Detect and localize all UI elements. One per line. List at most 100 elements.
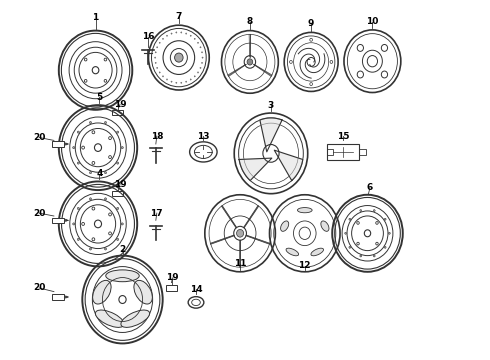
Text: 12: 12 xyxy=(298,261,311,270)
Ellipse shape xyxy=(194,38,196,40)
Ellipse shape xyxy=(197,72,198,73)
Ellipse shape xyxy=(201,62,203,63)
Ellipse shape xyxy=(104,198,106,200)
Ellipse shape xyxy=(281,221,289,231)
Text: 13: 13 xyxy=(197,132,210,140)
Ellipse shape xyxy=(244,56,256,68)
Ellipse shape xyxy=(349,246,351,248)
Text: 1: 1 xyxy=(93,13,98,22)
FancyBboxPatch shape xyxy=(166,285,177,291)
Ellipse shape xyxy=(200,67,201,68)
Ellipse shape xyxy=(93,280,111,304)
Ellipse shape xyxy=(104,58,107,61)
Text: 10: 10 xyxy=(366,17,379,26)
Ellipse shape xyxy=(92,162,95,165)
Ellipse shape xyxy=(121,310,149,327)
Ellipse shape xyxy=(134,280,152,304)
Ellipse shape xyxy=(109,156,111,158)
Ellipse shape xyxy=(202,57,203,58)
Ellipse shape xyxy=(90,121,92,123)
FancyBboxPatch shape xyxy=(51,294,64,300)
Ellipse shape xyxy=(90,198,92,200)
Ellipse shape xyxy=(384,218,386,220)
Ellipse shape xyxy=(77,131,79,133)
Ellipse shape xyxy=(122,147,123,149)
Text: 20: 20 xyxy=(33,133,46,142)
Text: 16: 16 xyxy=(142,32,154,41)
Ellipse shape xyxy=(357,222,359,224)
Ellipse shape xyxy=(77,207,79,210)
Ellipse shape xyxy=(117,207,119,210)
Ellipse shape xyxy=(190,79,191,80)
Ellipse shape xyxy=(92,67,99,74)
Ellipse shape xyxy=(384,246,386,248)
Ellipse shape xyxy=(159,42,160,44)
Ellipse shape xyxy=(84,58,87,61)
Ellipse shape xyxy=(162,38,164,40)
Ellipse shape xyxy=(122,223,123,225)
Ellipse shape xyxy=(90,172,92,174)
Text: 19: 19 xyxy=(166,274,179,282)
Ellipse shape xyxy=(104,80,107,82)
Text: 15: 15 xyxy=(337,132,349,140)
Ellipse shape xyxy=(106,270,139,282)
Text: 7: 7 xyxy=(175,12,182,21)
Ellipse shape xyxy=(234,226,246,240)
Ellipse shape xyxy=(109,213,111,216)
Ellipse shape xyxy=(157,67,158,68)
Ellipse shape xyxy=(104,248,106,250)
Ellipse shape xyxy=(247,59,253,65)
Ellipse shape xyxy=(357,242,359,245)
Ellipse shape xyxy=(73,147,74,149)
Ellipse shape xyxy=(117,238,119,240)
Ellipse shape xyxy=(117,131,119,133)
Ellipse shape xyxy=(95,144,101,152)
Ellipse shape xyxy=(155,52,156,53)
FancyBboxPatch shape xyxy=(112,191,123,196)
Ellipse shape xyxy=(365,230,370,237)
Ellipse shape xyxy=(157,47,158,48)
Ellipse shape xyxy=(167,79,168,80)
Ellipse shape xyxy=(373,210,375,212)
Ellipse shape xyxy=(190,35,191,36)
Ellipse shape xyxy=(92,207,95,210)
Ellipse shape xyxy=(307,58,315,66)
Ellipse shape xyxy=(297,208,312,213)
Text: 18: 18 xyxy=(150,132,163,140)
Text: 5: 5 xyxy=(97,93,102,102)
FancyBboxPatch shape xyxy=(51,218,64,223)
Ellipse shape xyxy=(197,42,198,44)
Ellipse shape xyxy=(186,33,187,34)
Ellipse shape xyxy=(263,144,279,162)
Ellipse shape xyxy=(77,162,79,164)
Text: 20: 20 xyxy=(33,284,46,292)
Ellipse shape xyxy=(200,47,201,48)
Ellipse shape xyxy=(159,72,160,73)
Ellipse shape xyxy=(376,242,378,245)
Ellipse shape xyxy=(171,33,172,34)
Ellipse shape xyxy=(77,238,79,240)
Ellipse shape xyxy=(237,229,244,237)
Ellipse shape xyxy=(176,32,177,33)
FancyBboxPatch shape xyxy=(112,110,123,115)
Ellipse shape xyxy=(90,248,92,250)
Polygon shape xyxy=(260,118,282,152)
Ellipse shape xyxy=(349,218,351,220)
Ellipse shape xyxy=(92,131,95,134)
Polygon shape xyxy=(274,150,303,181)
Text: 20: 20 xyxy=(33,209,46,217)
Ellipse shape xyxy=(104,172,106,174)
Ellipse shape xyxy=(95,220,101,228)
Ellipse shape xyxy=(154,57,156,58)
Ellipse shape xyxy=(104,121,106,123)
Ellipse shape xyxy=(109,232,111,235)
Ellipse shape xyxy=(345,232,346,234)
Ellipse shape xyxy=(194,76,196,77)
FancyBboxPatch shape xyxy=(51,141,64,147)
Text: 11: 11 xyxy=(234,259,246,268)
Ellipse shape xyxy=(186,81,187,82)
Ellipse shape xyxy=(162,76,164,77)
Ellipse shape xyxy=(171,81,172,82)
Ellipse shape xyxy=(109,137,111,140)
Ellipse shape xyxy=(84,80,87,82)
